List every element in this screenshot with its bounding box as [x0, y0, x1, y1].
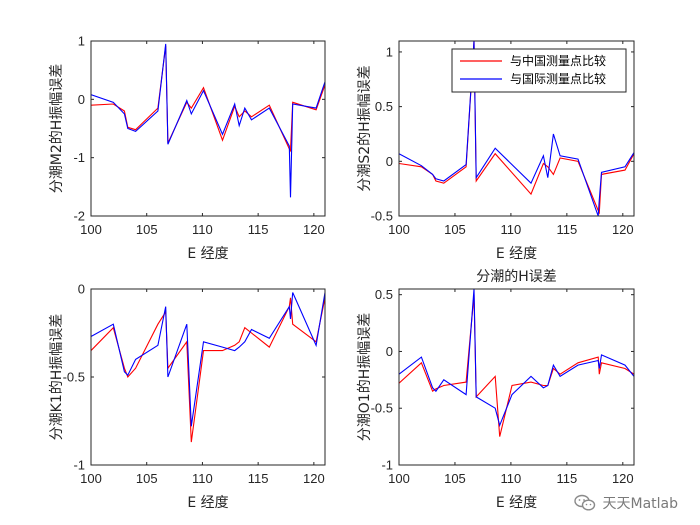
series-group: [399, 289, 634, 437]
x-tick-label: 105: [444, 471, 466, 486]
x-tick-label: 110: [192, 471, 213, 486]
y-tick-label: 0: [386, 154, 393, 169]
x-tick-label: 115: [556, 471, 577, 486]
y-tick-label: 1: [386, 44, 393, 59]
x-tick-label: 120: [303, 222, 325, 237]
y-tick-label: 1: [78, 34, 85, 49]
x-tick-label: 120: [612, 471, 634, 486]
axes-box: [398, 288, 635, 466]
y-tick-label: -2: [73, 209, 85, 224]
series-line-intl: [91, 292, 325, 427]
plot-area: [91, 289, 325, 465]
x-tick-label: 110: [501, 222, 522, 237]
x-tick-label: 105: [136, 222, 158, 237]
subplot-k1: 100 105 110 115 120 -1 -0.5 0 E 经度 分潮K1的H振幅误差: [49, 282, 326, 511]
series-group: [91, 292, 325, 443]
legend-box: [451, 48, 627, 93]
axes-box: [398, 40, 635, 217]
y-tick-label: -1: [381, 458, 393, 473]
x-tick-label: 100: [388, 471, 410, 486]
x-axis-label: E 经度: [187, 246, 228, 262]
y-axis-label: 分潮M2的H振幅误差: [49, 64, 65, 194]
x-tick-label: 115: [248, 222, 269, 237]
y-tick-label: -1: [73, 458, 85, 473]
plot-area: [399, 289, 634, 465]
x-tick-label: 105: [136, 471, 158, 486]
x-tick-label: 120: [303, 471, 325, 486]
x-tick-label: 100: [388, 222, 410, 237]
x-axis-label: E 经度: [496, 495, 537, 511]
legend-label-intl: 与国际测量点比较: [510, 71, 606, 86]
x-tick-label: 100: [80, 471, 102, 486]
series-line-china: [399, 41, 634, 215]
y-tick-label: 0.5: [375, 99, 393, 114]
y-tick-label: -0.5: [371, 209, 393, 224]
legend: 与中国测量点比较 与国际测量点比较: [451, 48, 627, 93]
y-tick-label: 0: [78, 92, 85, 107]
y-tick-label: 0: [386, 344, 393, 359]
watermark: 天天Matlab: [574, 493, 678, 513]
y-axis-label: 分潮S2的H振幅误差: [357, 65, 373, 191]
y-tick-label: 0: [78, 282, 85, 297]
subplot-title: 分潮的H误差: [476, 269, 557, 285]
series-line-intl: [91, 43, 325, 198]
watermark-text: 天天Matlab: [602, 496, 678, 512]
axes-box: [90, 40, 326, 217]
x-axis-label: E 经度: [496, 246, 537, 262]
x-tick-label: 115: [248, 471, 269, 486]
x-tick-label: 120: [612, 222, 634, 237]
series-line-intl: [399, 41, 634, 216]
y-tick-label: -0.5: [371, 401, 393, 416]
series-group: [399, 41, 634, 216]
y-axis-label: 分潮K1的H振幅误差: [49, 314, 65, 441]
y-axis-label: 分潮O1的H振幅误差: [357, 313, 373, 441]
subplot-m2: 100 105 110 115 120 -2 -1 0 1 E 经度 分潮M2的H振幅误差: [49, 34, 326, 262]
x-tick-label: 110: [501, 471, 522, 486]
y-tick-label: -0.5: [63, 370, 85, 385]
y-tick-label: -1: [73, 150, 85, 165]
x-axis-label: E 经度: [187, 495, 228, 511]
series-line-china: [91, 297, 325, 443]
series-group: [91, 43, 325, 198]
series-line-intl: [399, 289, 634, 428]
y-tick-label: 0.5: [375, 287, 393, 302]
subplot-o1: 100 105 110 115 120 -1 -0.5 0 0.5 E 经度 分潮O1的H振幅误差 分…: [357, 269, 635, 511]
x-tick-label: 100: [80, 222, 102, 237]
legend-label-china: 与中国测量点比较: [510, 53, 606, 68]
x-tick-label: 115: [556, 222, 577, 237]
x-tick-label: 110: [192, 222, 213, 237]
x-tick-label: 105: [444, 222, 466, 237]
wechat-icon: [574, 494, 596, 511]
